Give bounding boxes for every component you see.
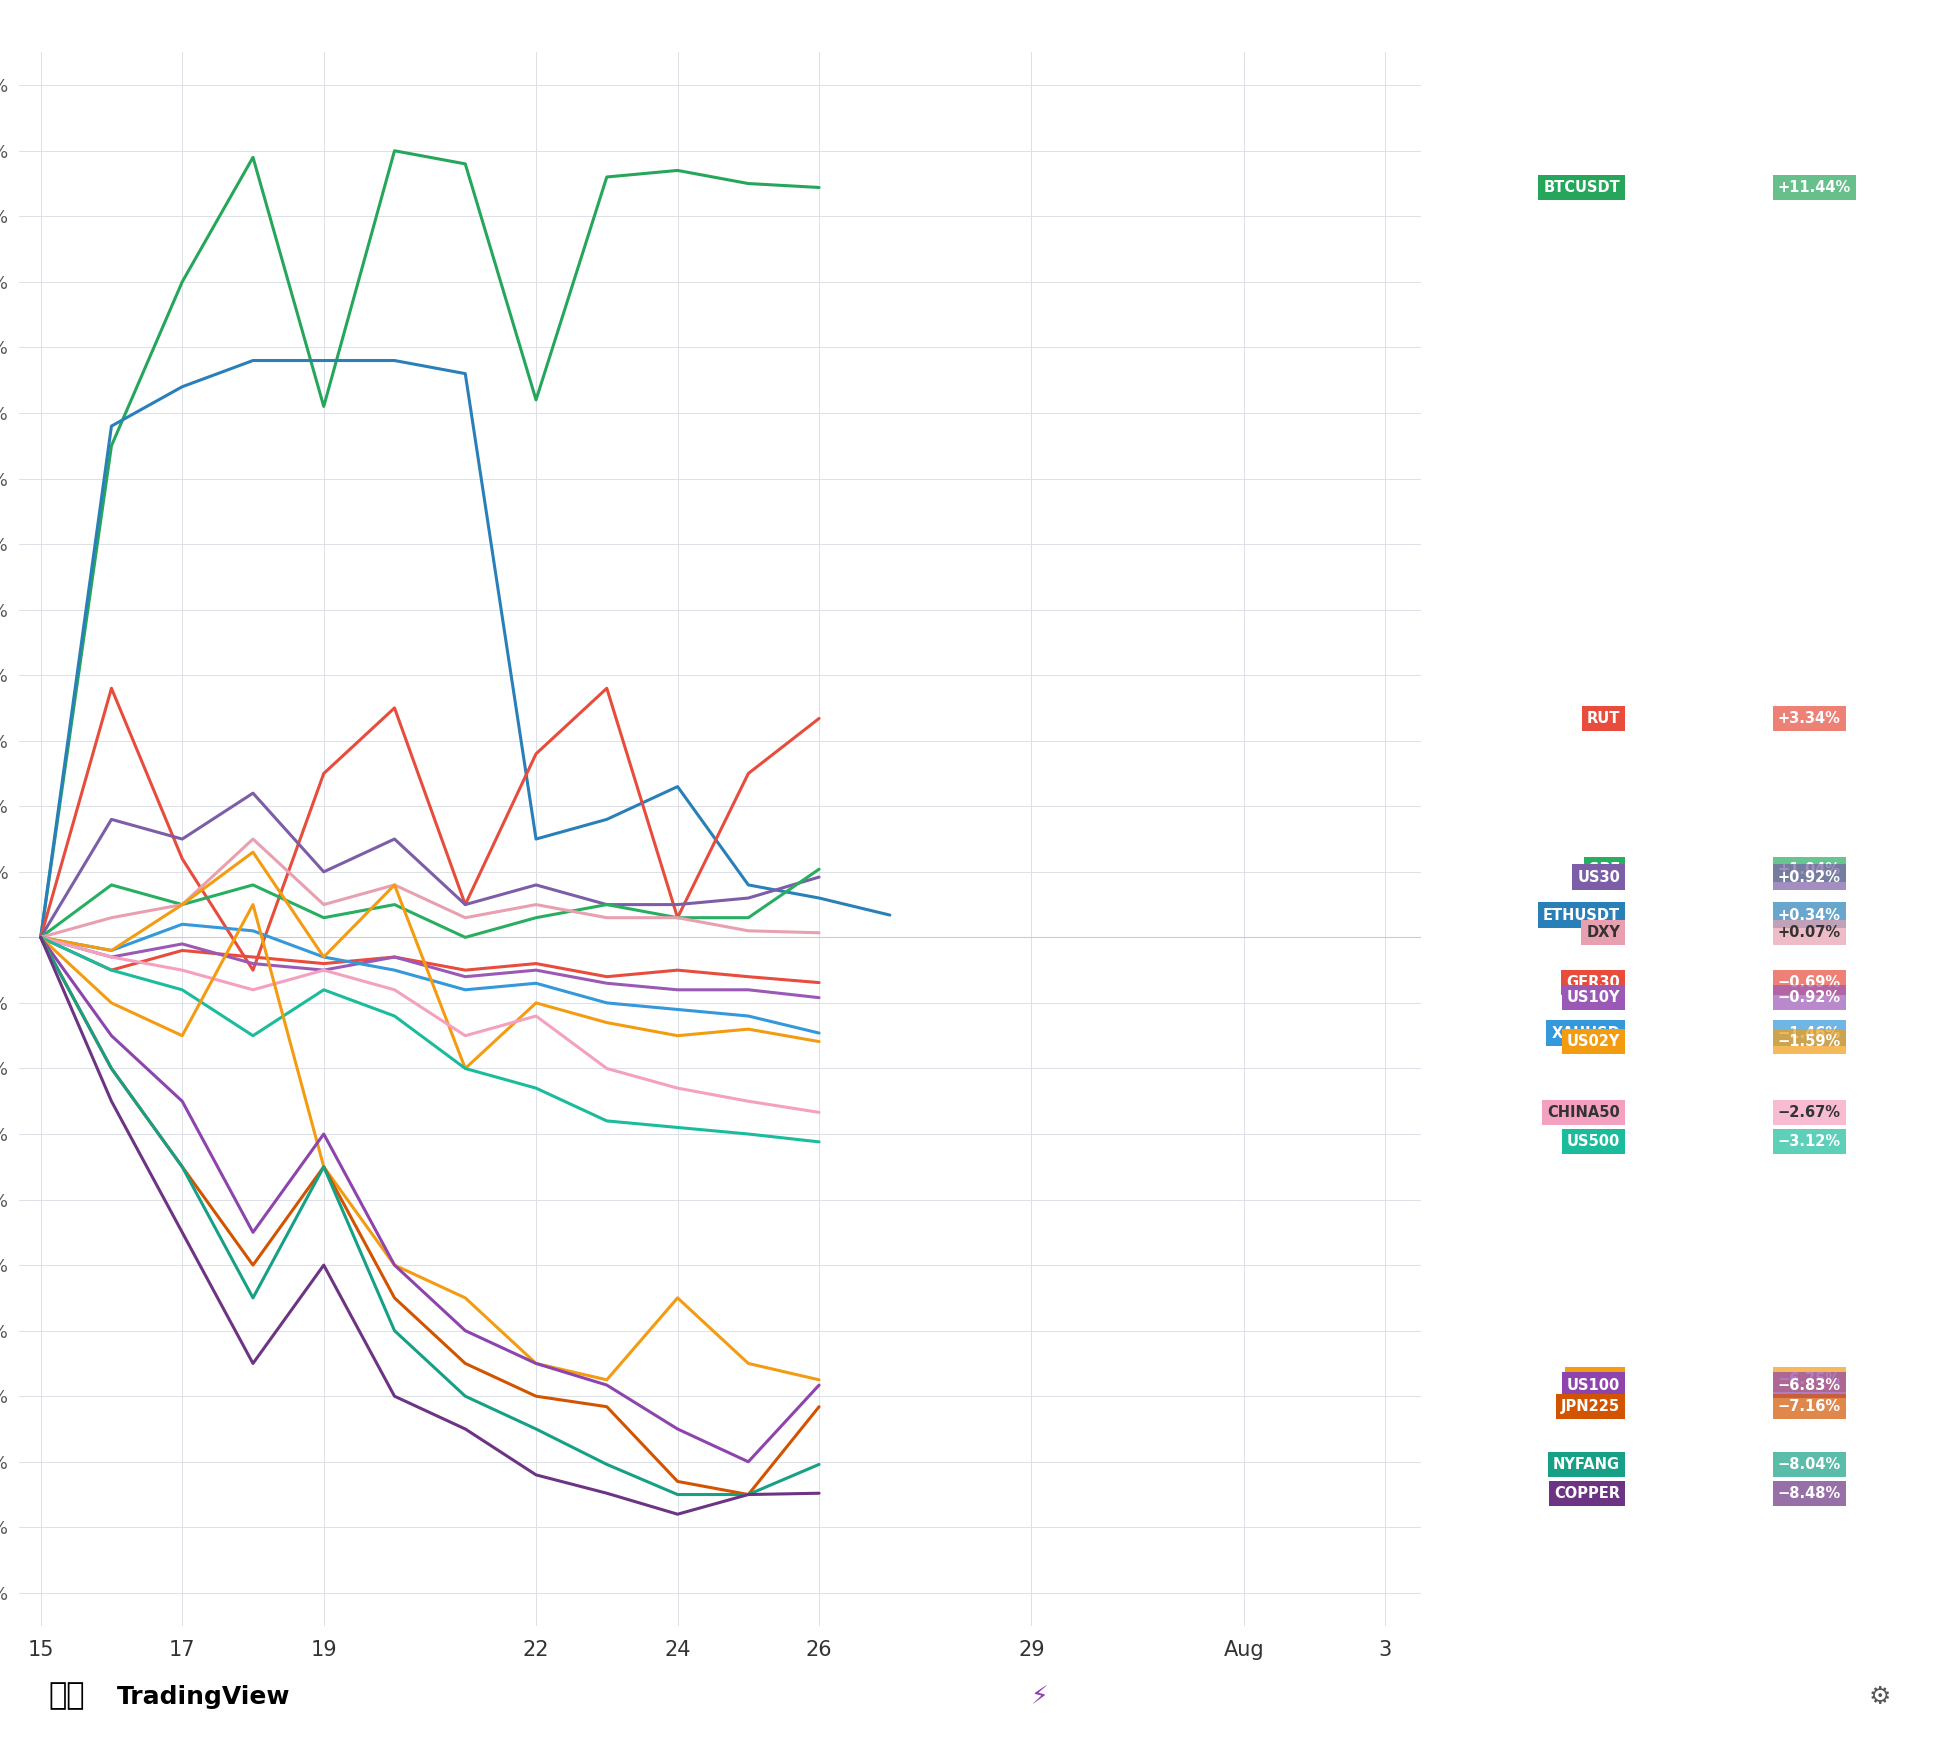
Text: USOIL: USOIL bbox=[1570, 1372, 1621, 1388]
Text: −1.46%: −1.46% bbox=[1779, 1026, 1841, 1040]
Text: NYFANG: NYFANG bbox=[1553, 1456, 1621, 1472]
Text: DXY: DXY bbox=[1586, 925, 1621, 940]
Text: −7.16%: −7.16% bbox=[1779, 1398, 1841, 1414]
Text: −8.48%: −8.48% bbox=[1779, 1486, 1841, 1502]
Text: US100: US100 bbox=[1567, 1377, 1621, 1393]
Text: −0.92%: −0.92% bbox=[1779, 989, 1841, 1005]
Text: −6.75%: −6.75% bbox=[1779, 1372, 1841, 1388]
Text: US10Y: US10Y bbox=[1567, 989, 1621, 1005]
Text: US02Y: US02Y bbox=[1567, 1035, 1621, 1049]
Text: 𝗍𝗏: 𝗍𝗏 bbox=[49, 1682, 86, 1710]
Text: COPPER: COPPER bbox=[1555, 1486, 1621, 1502]
Text: −1.59%: −1.59% bbox=[1779, 1035, 1841, 1049]
Text: ⚡: ⚡ bbox=[1031, 1685, 1049, 1710]
Text: +0.07%: +0.07% bbox=[1779, 925, 1841, 940]
Text: +11.44%: +11.44% bbox=[1779, 180, 1851, 196]
Text: US30: US30 bbox=[1578, 869, 1621, 884]
Text: BTCUSDT: BTCUSDT bbox=[1543, 180, 1621, 196]
Text: −2.67%: −2.67% bbox=[1779, 1105, 1841, 1120]
Text: XAUUSD: XAUUSD bbox=[1551, 1026, 1621, 1040]
Text: US500: US500 bbox=[1567, 1134, 1621, 1150]
Text: GER30: GER30 bbox=[1567, 975, 1621, 989]
Text: +0.92%: +0.92% bbox=[1779, 869, 1841, 884]
Text: RUT: RUT bbox=[1586, 711, 1621, 725]
Text: +3.34%: +3.34% bbox=[1779, 711, 1841, 725]
Text: JPN225: JPN225 bbox=[1561, 1398, 1621, 1414]
Text: TradingView: TradingView bbox=[117, 1685, 290, 1710]
Text: +0.34%: +0.34% bbox=[1779, 907, 1841, 923]
Text: −6.83%: −6.83% bbox=[1779, 1377, 1841, 1393]
Text: +1.04%: +1.04% bbox=[1779, 862, 1841, 877]
Text: SPF: SPF bbox=[1590, 862, 1621, 877]
Text: −3.12%: −3.12% bbox=[1779, 1134, 1841, 1150]
Text: ⚙: ⚙ bbox=[1868, 1685, 1890, 1710]
Text: −8.04%: −8.04% bbox=[1779, 1456, 1841, 1472]
Text: CHINA50: CHINA50 bbox=[1547, 1105, 1621, 1120]
Text: ETHUSDT: ETHUSDT bbox=[1543, 907, 1621, 923]
Text: −0.69%: −0.69% bbox=[1779, 975, 1841, 989]
